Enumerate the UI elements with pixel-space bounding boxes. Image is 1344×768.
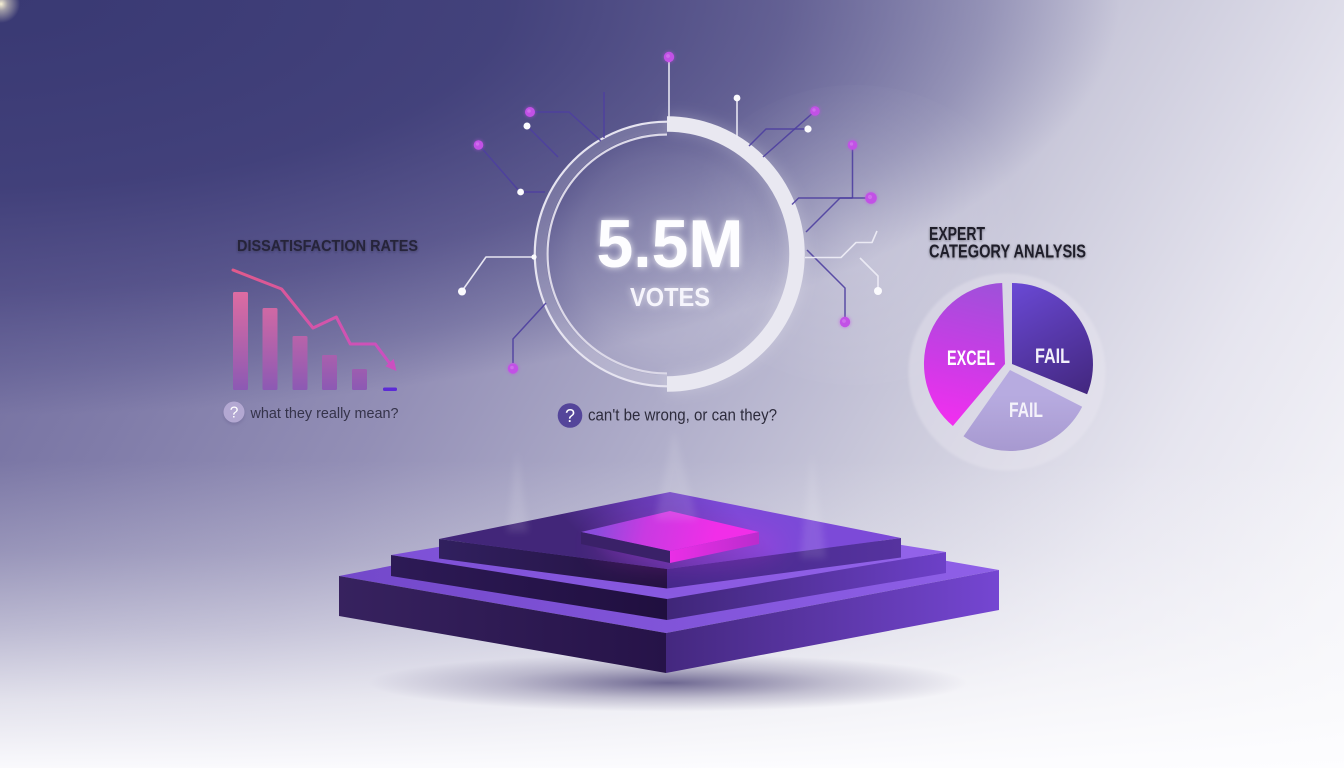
svg-text:?: ? <box>230 405 239 422</box>
svg-text:VOTES: VOTES <box>630 284 710 312</box>
svg-text:DISSATISFACTION RATES: DISSATISFACTION RATES <box>237 238 418 255</box>
svg-text:VOTES: VOTES <box>630 284 710 312</box>
svg-text:5.5M: 5.5M <box>597 206 744 282</box>
svg-text:FAIL: FAIL <box>1009 399 1043 422</box>
svg-text:CATEGORY ANALYSIS: CATEGORY ANALYSIS <box>929 242 1086 262</box>
svg-text:DISSATISFACTION RATES: DISSATISFACTION RATES <box>237 239 418 256</box>
svg-text:?: ? <box>565 406 575 426</box>
svg-text:5.5M: 5.5M <box>597 206 744 282</box>
svg-text:can't be wrong, or can they?: can't be wrong, or can they? <box>588 407 777 425</box>
svg-text:EXCEL: EXCEL <box>947 347 995 370</box>
svg-text:FAIL: FAIL <box>1035 345 1070 368</box>
svg-text:EXPERT: EXPERT <box>929 224 985 244</box>
svg-text:CATEGORY ANALYSIS: CATEGORY ANALYSIS <box>929 243 1086 263</box>
svg-text:what they really mean?: what they really mean? <box>250 405 399 422</box>
svg-text:EXPERT: EXPERT <box>929 225 985 245</box>
